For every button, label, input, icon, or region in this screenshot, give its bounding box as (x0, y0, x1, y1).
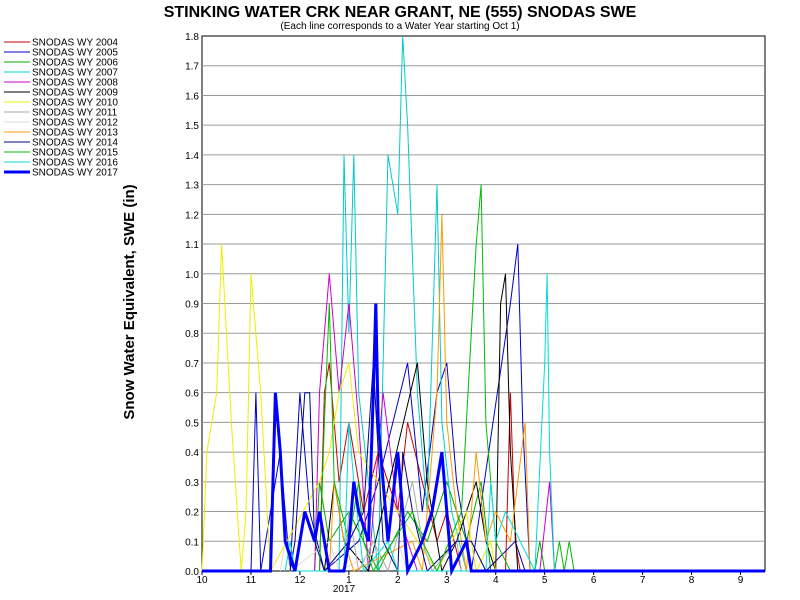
y-tick-label: 0.3 (185, 478, 199, 489)
series-line-snodas-wy-2011 (343, 481, 462, 573)
x-tick-label: 4 (493, 575, 499, 586)
y-tick-label: 0.6 (185, 389, 199, 400)
x-year-label: 2017 (333, 584, 356, 595)
y-tick-label: 0.5 (185, 418, 199, 429)
legend-label: SNODAS WY 2007 (32, 68, 118, 79)
legend-label: SNODAS WY 2016 (32, 158, 118, 169)
series-line-snodas-wy-2004 (319, 362, 521, 572)
legend-label: SNODAS WY 2012 (32, 118, 118, 129)
y-tick-label: 1.5 (185, 121, 199, 132)
legend-label: SNODAS WY 2011 (32, 108, 118, 119)
y-tick-label: 0.4 (185, 448, 199, 459)
y-tick-label: 0.9 (185, 300, 199, 311)
legend-label: SNODAS WY 2008 (32, 78, 118, 89)
y-tick-labels: 0.0 0.1 0.2 0.3 0.4 0.5 0.6 0.7 0.8 0.9 1.0 1.1 1.2 1… (185, 32, 199, 578)
series-line-snodas-wy-2013 (328, 214, 531, 572)
legend-label: SNODAS WY 2015 (32, 148, 118, 159)
y-tick-label: 0.2 (185, 508, 199, 519)
x-tick-labels: 10 11 12 1 2 3 4 5 6 7 8 9 (196, 571, 744, 586)
legend-label: SNODAS WY 2013 (32, 128, 118, 139)
x-tick-label: 12 (294, 575, 306, 586)
y-tick-label: 0.1 (185, 537, 199, 548)
legend-label: SNODAS WY 2014 (32, 138, 118, 149)
legend-label: SNODAS WY 2017 (32, 168, 118, 179)
y-tick-label: 0.0 (185, 567, 199, 578)
x-tick-label: 6 (591, 575, 597, 586)
series-line-snodas-wy-2017 (202, 303, 765, 577)
x-tick-label: 8 (689, 575, 695, 586)
series-line-snodas-wy-2015 (319, 184, 575, 573)
legend-label: SNODAS WY 2009 (32, 88, 118, 99)
y-tick-label: 1.2 (185, 210, 199, 221)
legend-label: SNODAS WY 2006 (32, 58, 118, 69)
x-tick-label: 7 (640, 575, 646, 586)
y-tick-label: 1.6 (185, 91, 199, 102)
x-tick-label: 11 (246, 575, 257, 586)
chart-subtitle: (Each line corresponds to a Water Year s… (280, 21, 519, 32)
x-tick-label: 2 (395, 575, 401, 586)
y-tick-label: 0.8 (185, 329, 199, 340)
y-tick-label: 1.8 (185, 32, 199, 43)
x-tick-label: 1 (346, 575, 352, 586)
x-tick-label: 5 (542, 575, 548, 586)
y-axis-label: Snow Water Equivalent, SWE (in) (121, 184, 138, 419)
x-tick-label: 9 (738, 575, 744, 586)
y-tick-label: 1.7 (185, 62, 199, 73)
chart-title: STINKING WATER CRK NEAR GRANT, NE (555) … (164, 4, 637, 21)
y-tick-label: 1.0 (185, 270, 199, 281)
legend-label: SNODAS WY 2010 (32, 98, 118, 109)
legend-label: SNODAS WY 2005 (32, 48, 118, 59)
y-tick-label: 1.1 (185, 240, 199, 251)
x-tick-label: 10 (196, 575, 208, 586)
series-line-snodas-wy-2014 (289, 362, 526, 573)
y-tick-label: 1.4 (185, 151, 199, 162)
legend-label: SNODAS WY 2004 (32, 38, 118, 49)
y-tick-label: 0.7 (185, 359, 199, 370)
y-tick-label: 1.3 (185, 181, 199, 192)
series-lines (201, 35, 765, 577)
x-tick-label: 3 (444, 575, 450, 586)
